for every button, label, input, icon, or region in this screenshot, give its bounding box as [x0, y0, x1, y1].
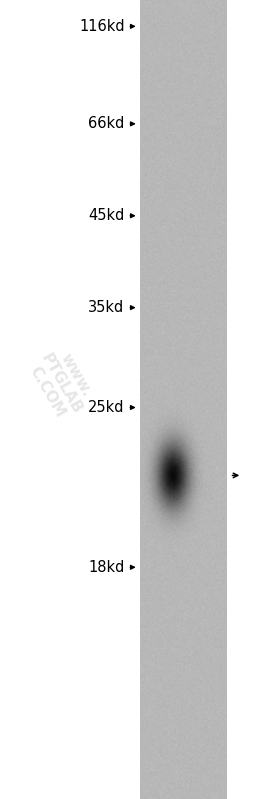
Text: 66kd: 66kd	[88, 117, 125, 131]
Text: 45kd: 45kd	[88, 209, 125, 223]
Text: www.
PTGLAB
C.COM: www. PTGLAB C.COM	[24, 343, 99, 424]
Text: 35kd: 35kd	[88, 300, 125, 315]
Text: 25kd: 25kd	[88, 400, 125, 415]
Text: 116kd: 116kd	[79, 19, 125, 34]
Text: 18kd: 18kd	[88, 560, 125, 574]
